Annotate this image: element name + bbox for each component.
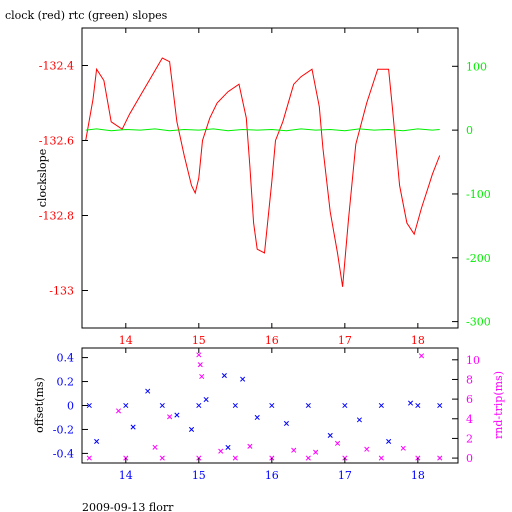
left-tick-label: -132.8 [39, 210, 74, 223]
data-point-blue [386, 438, 392, 444]
data-point-magenta [159, 455, 165, 461]
data-point-blue [196, 402, 202, 409]
left-tick-label: -132.4 [39, 60, 74, 73]
data-point-blue [327, 432, 333, 439]
top-plot-frame [81, 27, 459, 329]
right-tick-label: 2 [466, 432, 473, 445]
right-tick-label: 10 [466, 354, 480, 367]
right-tick-label: 4 [466, 413, 473, 426]
right-tick-label: 0 [466, 124, 473, 137]
data-point-magenta [86, 455, 92, 461]
right-tick-label: 8 [466, 373, 473, 386]
left-tick-label: -0.4 [53, 447, 74, 460]
right-tick-label: -100 [466, 188, 491, 201]
data-point-magenta [305, 455, 311, 461]
bottom-ylabel-right: rnd-trip(ms) [492, 371, 505, 439]
data-point-blue [225, 444, 231, 450]
bottom-panel: offset(ms) rnd-trip(ms) 14 15 16 17 18 0.4 0.2… [33, 347, 505, 482]
data-point-blue [188, 426, 195, 433]
left-tick-label: 0.2 [57, 376, 75, 389]
top-panel: clockslope 14 15 16 17 18 -132.4 -132.6 -132.8 -… [36, 27, 491, 347]
data-point-blue [269, 402, 275, 409]
data-point-blue [407, 400, 414, 406]
data-point-magenta [400, 445, 406, 451]
x-tick-label: 17 [338, 469, 352, 482]
data-point-blue [356, 417, 362, 423]
data-point-magenta [115, 408, 122, 414]
left-tick-label: 0 [67, 400, 74, 413]
x-tick-label: 14 [119, 334, 133, 347]
data-point-magenta [437, 455, 443, 461]
data-point-blue [342, 402, 348, 409]
x-tick-label: 17 [338, 334, 352, 347]
bottom-plot-frame [81, 347, 459, 464]
x-tick-label: 18 [411, 469, 425, 482]
series-line-red [85, 57, 441, 287]
data-point-blue [240, 376, 246, 382]
left-tick-label: -133 [49, 285, 74, 298]
data-point-blue [94, 438, 100, 444]
data-point-blue [145, 388, 151, 394]
data-point-magenta [218, 448, 224, 454]
data-point-blue [437, 402, 443, 409]
footer-label: 2009-09-13 florr [82, 501, 174, 512]
data-point-blue [203, 396, 209, 403]
data-point-magenta [232, 455, 238, 461]
data-point-blue [378, 402, 384, 409]
data-point-blue [221, 372, 227, 379]
right-tick-label: -300 [466, 316, 491, 329]
data-point-magenta [313, 449, 319, 455]
right-tick-label: 6 [466, 393, 473, 406]
data-point-magenta [291, 447, 297, 453]
bottom-axes: 14 15 16 17 18 0.4 0.2 0 -0.2 -0.4 10 8 6 4 2 0 [53, 348, 480, 482]
data-point-magenta [152, 444, 158, 450]
data-point-blue [415, 402, 421, 409]
data-point-blue [130, 424, 136, 430]
data-point-blue [232, 402, 238, 409]
bottom-series [86, 352, 443, 461]
data-point-magenta [167, 414, 173, 420]
data-point-blue [174, 412, 180, 418]
left-tick-label: 0.4 [57, 352, 75, 365]
data-point-blue [305, 402, 311, 409]
right-tick-label: 0 [466, 452, 473, 465]
x-tick-label: 14 [119, 469, 133, 482]
data-point-blue [254, 414, 260, 421]
top-axes: 14 15 16 17 18 -132.4 -132.6 -132.8 -133 100 0 -100… [39, 28, 491, 347]
series-line-green [85, 128, 440, 132]
data-point-magenta [364, 446, 370, 452]
x-tick-label: 16 [265, 334, 279, 347]
data-point-blue [283, 420, 289, 427]
data-point-magenta [196, 352, 202, 358]
bottom-ylabel-left: offset(ms) [33, 377, 46, 433]
data-point-magenta [378, 455, 384, 461]
chart-title: clock (red) rtc (green) slopes [5, 9, 168, 22]
x-tick-label: 15 [192, 469, 206, 482]
data-point-magenta [197, 362, 203, 368]
x-tick-label: 16 [265, 469, 279, 482]
data-point-blue [159, 402, 165, 409]
data-point-blue [123, 402, 129, 409]
left-tick-label: -0.2 [53, 423, 74, 436]
data-point-magenta [334, 440, 341, 446]
data-point-magenta [418, 353, 425, 359]
left-tick-label: -132.6 [39, 135, 74, 148]
top-ylabel: clockslope [36, 149, 49, 207]
data-point-magenta [199, 373, 205, 380]
right-tick-label: -200 [466, 252, 491, 265]
data-point-blue [86, 402, 92, 409]
data-point-magenta [247, 443, 253, 449]
right-tick-label: 100 [466, 60, 487, 73]
x-tick-label: 15 [192, 334, 206, 347]
top-series [85, 57, 441, 287]
x-tick-label: 18 [411, 334, 425, 347]
